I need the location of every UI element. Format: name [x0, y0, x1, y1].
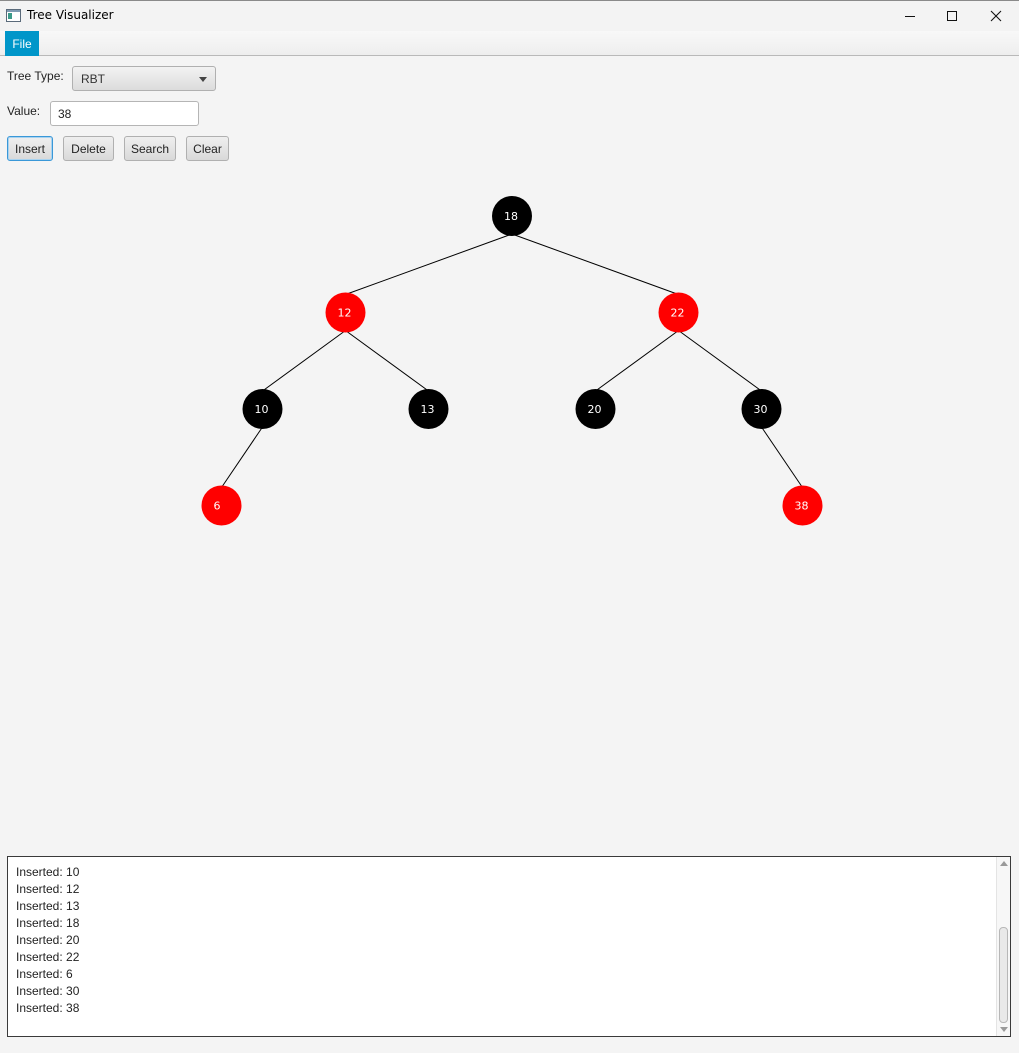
close-button[interactable]	[973, 1, 1019, 31]
clear-button[interactable]: Clear	[186, 136, 229, 161]
scrollbar-thumb[interactable]	[999, 927, 1008, 1023]
maximize-icon	[947, 11, 957, 21]
tree-node: 10	[242, 389, 283, 429]
tree-edge	[595, 330, 679, 392]
scroll-down-arrow-icon[interactable]	[1000, 1027, 1008, 1032]
node-label: 18	[504, 210, 518, 223]
log-line: Inserted: 38	[16, 1001, 80, 1015]
tree-node: 6	[201, 485, 242, 526]
node-label: 6	[214, 500, 221, 513]
tree-edge	[345, 233, 513, 295]
log-output[interactable]: Inserted: 10 Inserted: 12 Inserted: 13 Inse…	[7, 856, 1011, 1037]
minimize-button[interactable]	[887, 1, 933, 31]
node-circle	[575, 389, 616, 429]
tree-type-label: Tree Type:	[7, 69, 64, 83]
node-circle	[782, 485, 823, 526]
node-label: 12	[338, 307, 352, 320]
log-lines: Inserted: 10 Inserted: 12 Inserted: 13 Inse…	[16, 864, 79, 1017]
log-line: Inserted: 20	[16, 933, 80, 947]
node-circle	[408, 389, 449, 429]
app-icon	[6, 9, 21, 22]
node-circle	[201, 485, 242, 526]
tree-node: 20	[575, 389, 616, 429]
value-input[interactable]	[50, 101, 199, 126]
tree-type-select[interactable]: RBT	[72, 66, 216, 91]
node-circle	[741, 389, 782, 429]
tree-edge	[761, 426, 803, 488]
node-label: 38	[795, 500, 809, 513]
scroll-up-arrow-icon[interactable]	[1000, 861, 1008, 866]
node-label: 13	[421, 403, 435, 416]
menu-file[interactable]: File	[5, 31, 39, 56]
menu-bar: File	[0, 31, 1019, 56]
close-icon	[990, 10, 1002, 22]
log-line: Inserted: 10	[16, 865, 80, 879]
maximize-button[interactable]	[929, 1, 975, 31]
tree-edge	[345, 330, 429, 392]
tree-edge	[221, 426, 263, 488]
tree-edge	[678, 330, 762, 392]
node-label: 22	[671, 307, 685, 320]
log-line: Inserted: 13	[16, 899, 80, 913]
dropdown-arrow-icon	[199, 77, 207, 82]
search-button[interactable]: Search	[124, 136, 176, 161]
delete-button[interactable]: Delete	[63, 136, 114, 161]
log-line: Inserted: 22	[16, 950, 80, 964]
tree-nodes: 18 12 22 10 13 20 30 6 38	[201, 196, 823, 526]
tree-node: 18	[492, 196, 532, 236]
node-circle	[242, 389, 283, 429]
tree-node: 12	[325, 292, 366, 333]
window-title: Tree Visualizer	[27, 8, 114, 22]
node-circle	[658, 292, 699, 333]
tree-canvas: 18 12 22 10 13 20 30 6 38	[201, 196, 823, 526]
node-label: 20	[588, 403, 602, 416]
log-line: Inserted: 18	[16, 916, 80, 930]
node-label: 30	[754, 403, 768, 416]
tree-edge	[262, 330, 346, 392]
node-label: 10	[255, 403, 269, 416]
log-line: Inserted: 6	[16, 967, 73, 981]
log-line: Inserted: 30	[16, 984, 80, 998]
node-circle	[492, 196, 532, 236]
minimize-icon	[905, 16, 915, 17]
log-line: Inserted: 12	[16, 882, 80, 896]
tree-type-value: RBT	[81, 72, 105, 86]
log-scrollbar[interactable]	[996, 857, 1010, 1036]
tree-node: 22	[658, 292, 699, 333]
node-circle	[325, 292, 366, 333]
tree-node: 38	[782, 485, 823, 526]
tree-edges	[221, 233, 803, 488]
tree-node: 13	[408, 389, 449, 429]
tree-edge	[511, 233, 679, 295]
title-bar: Tree Visualizer	[0, 0, 1019, 31]
value-label: Value:	[7, 104, 41, 118]
insert-button[interactable]: Insert	[7, 136, 53, 161]
tree-node: 30	[741, 389, 782, 429]
